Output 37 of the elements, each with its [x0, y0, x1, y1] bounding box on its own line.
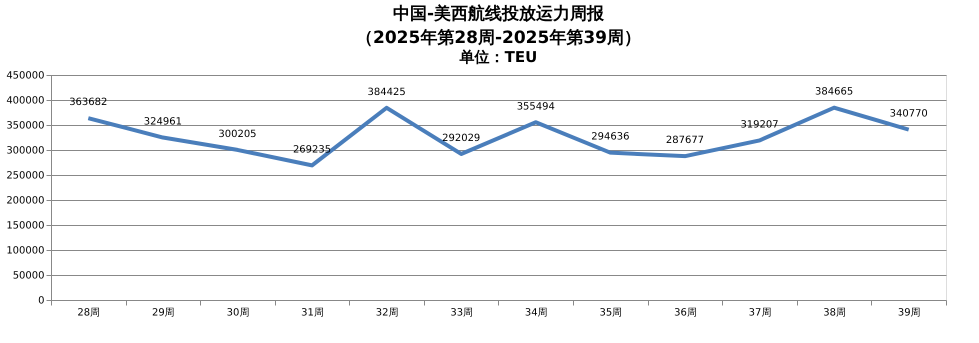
x-tick-label: 33周 — [450, 308, 474, 318]
data-label: 355494 — [516, 101, 555, 112]
x-tick-label: 28周 — [77, 308, 100, 318]
x-tick-label: 32周 — [376, 308, 398, 318]
y-tick-label: 450000 — [6, 70, 44, 82]
data-label: 300205 — [218, 128, 257, 140]
data-label: 319207 — [740, 119, 779, 130]
text: （2025年第28周-2025年第39周） — [356, 28, 641, 48]
data-label: 294636 — [591, 132, 630, 143]
data-label: 363682 — [69, 97, 108, 108]
x-tick-label: 31周 — [301, 308, 324, 318]
y-tick-label: 100000 — [6, 246, 44, 256]
data-label: 340770 — [890, 108, 928, 120]
x-tick-label: 34周 — [524, 308, 548, 318]
x-tick-label: 29周 — [152, 308, 175, 318]
chart-subtitle: 单位：TEU — [458, 48, 538, 66]
x-tick-label: 30周 — [226, 308, 250, 318]
y-tick-label: 0 — [38, 296, 44, 306]
x-tick-label: 39周 — [898, 308, 921, 318]
data-label: 269235 — [292, 144, 332, 156]
y-tick-label: 200000 — [6, 196, 44, 206]
text: 中国-美西航线投放运力周报 — [392, 4, 604, 24]
x-tick-label: 35周 — [600, 308, 622, 318]
y-tick-label: 150000 — [6, 220, 44, 232]
y-tick-label: 50000 — [12, 270, 44, 282]
data-label: 287677 — [666, 135, 704, 146]
x-tick-label: 36周 — [674, 308, 697, 318]
data-label: 324961 — [144, 116, 182, 128]
y-tick-label: 300000 — [6, 146, 44, 156]
x-tick-label: 38周 — [823, 308, 846, 318]
x-tick-label: 37周 — [748, 308, 772, 318]
data-label: 292029 — [442, 132, 480, 144]
y-tick-label: 350000 — [6, 120, 44, 132]
data-label: 384425 — [368, 86, 406, 98]
data-label: 384665 — [815, 86, 854, 98]
y-tick-label: 250000 — [6, 170, 44, 182]
y-tick-label: 400000 — [6, 96, 44, 106]
